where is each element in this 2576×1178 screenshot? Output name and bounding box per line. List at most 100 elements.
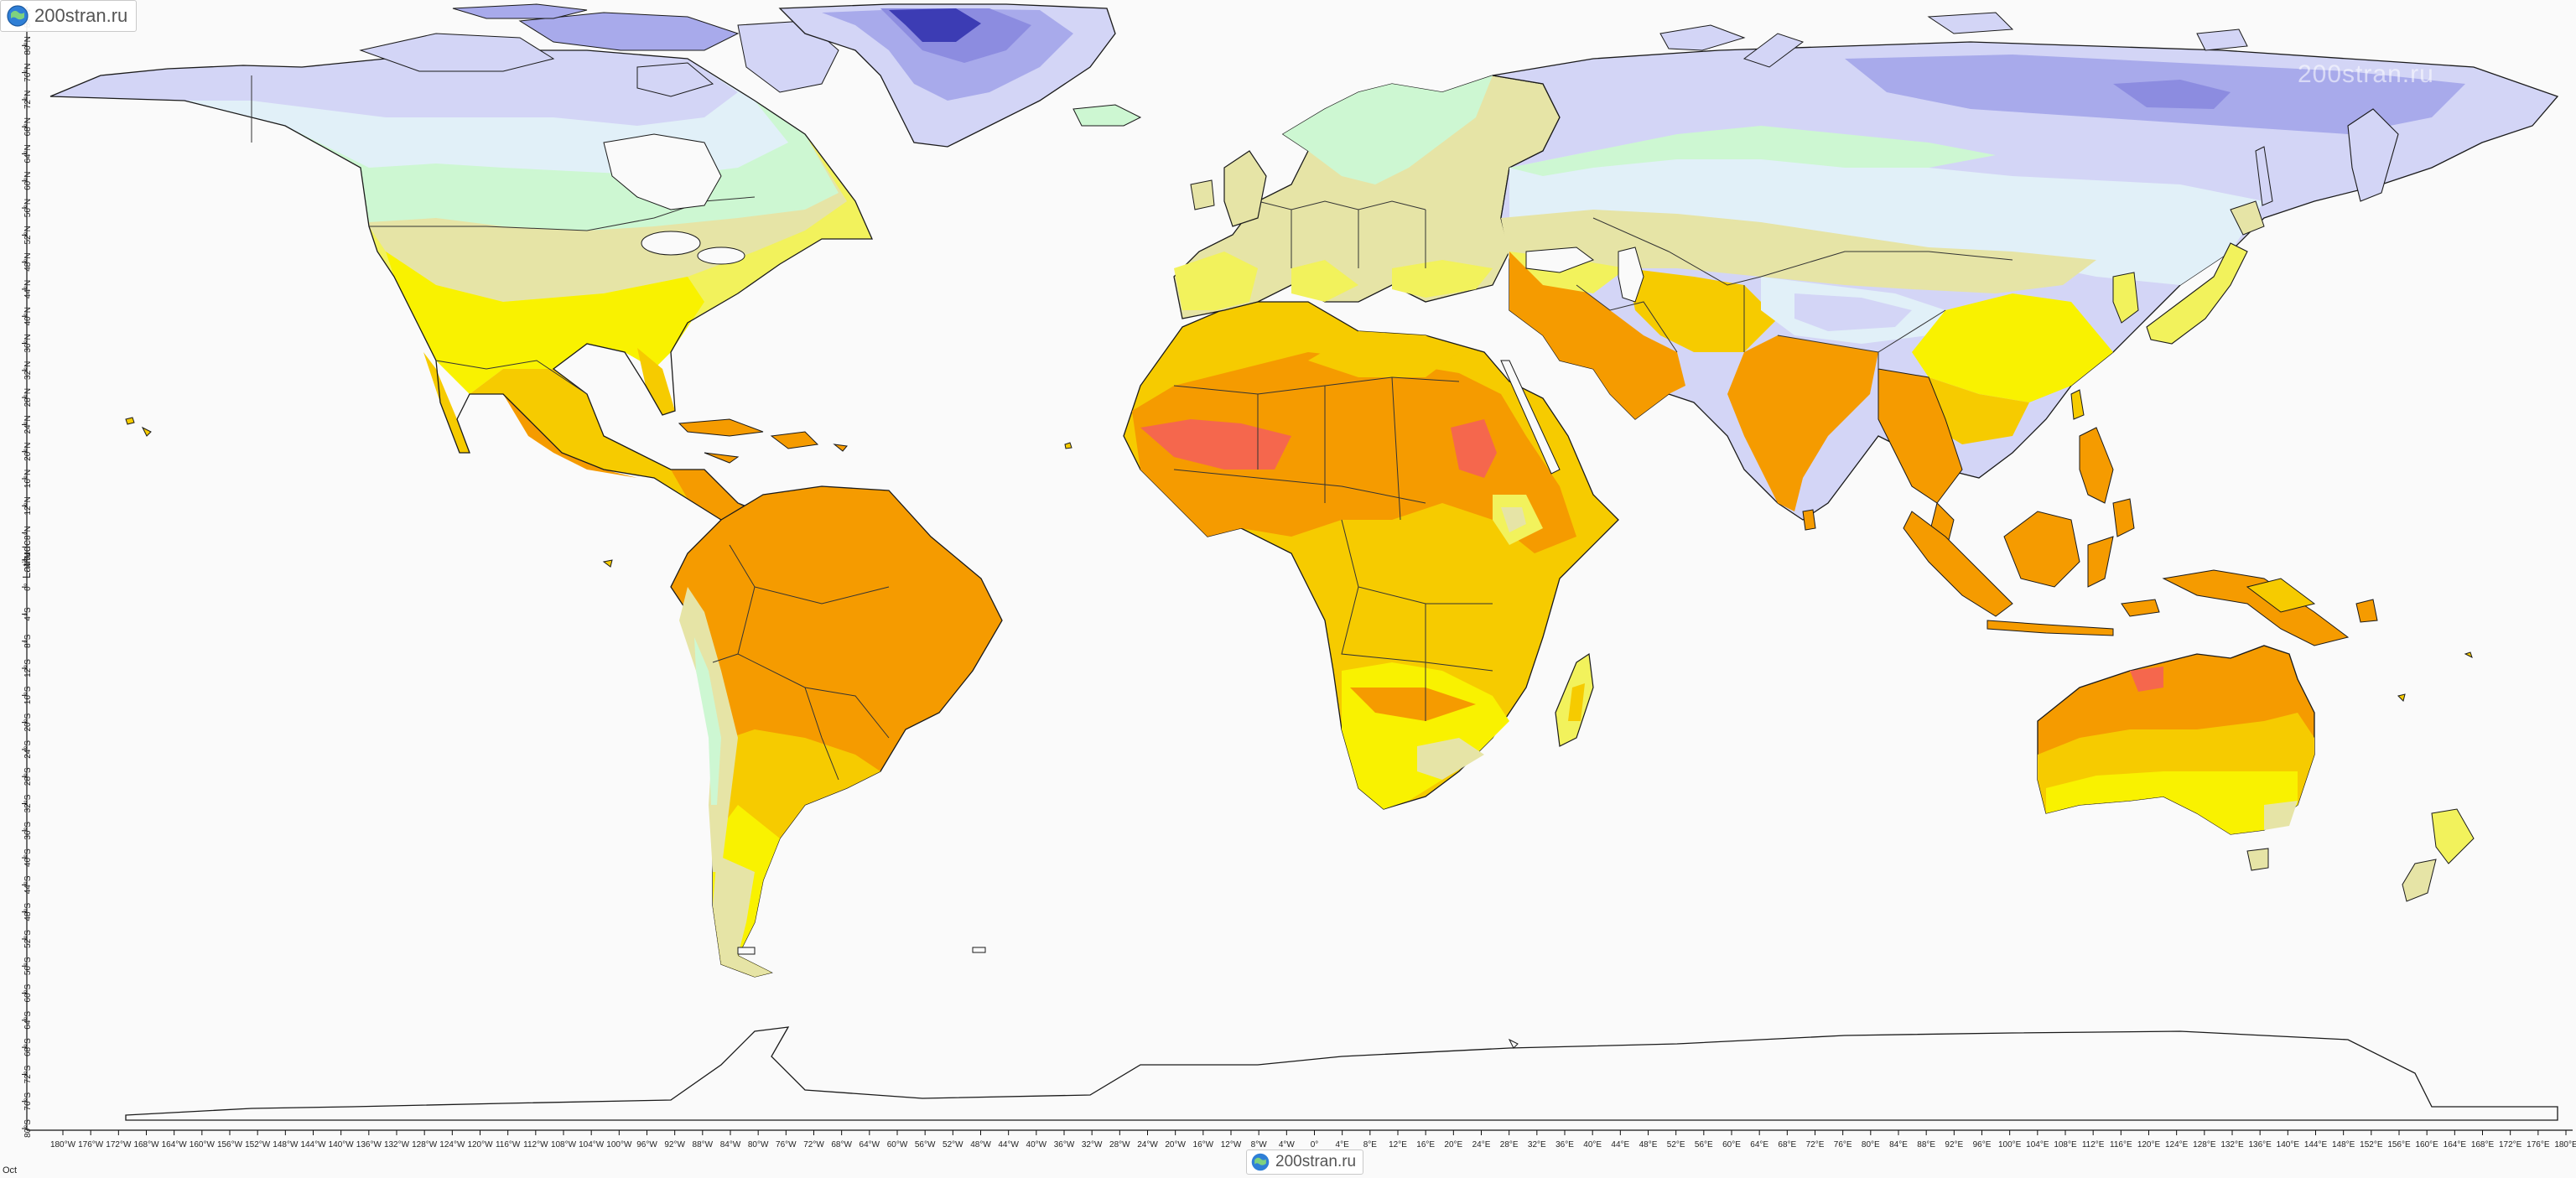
lon-tick-label: 80°E [1862,1140,1880,1149]
lon-tick-label: 172°W [106,1140,132,1149]
lat-tick-label: 12°N [23,496,33,515]
lat-tick-label: 36°S [23,822,33,840]
lon-tick-label: 120°E [2137,1140,2161,1149]
lon-tick-label: 164°E [2444,1140,2467,1149]
lon-tick-label: 144°E [2304,1140,2328,1149]
lon-tick-label: 112°W [523,1140,548,1149]
lon-tick-label: 56°E [1695,1140,1713,1149]
lat-tick-label: 56°N [23,199,33,217]
lat-tick-label: 20°S [23,713,33,731]
site-logo-label: 200stran.ru [34,5,128,26]
lat-tick-label: 16°S [23,686,33,704]
antarctica [125,1026,2558,1121]
south-america [670,485,1003,978]
lon-tick-label: 100°E [1998,1140,2022,1149]
globe-icon [7,5,29,27]
lat-tick-label: 4°N [23,553,33,567]
watermark-text: 200stran.ru [2298,60,2434,88]
lat-tick-label: 48°S [23,902,33,921]
lon-tick-label: 76°E [1834,1140,1852,1149]
lon-tick-label: 72°E [1806,1140,1825,1149]
site-footer-link[interactable]: 200stran.ru [1246,1149,1364,1175]
lat-tick-label: 72°S [23,1065,33,1083]
lon-tick-label: 40°E [1583,1140,1602,1149]
lat-tick-label: 28°N [23,388,33,407]
lon-tick-label: 52°E [1667,1140,1685,1149]
lon-tick-label: 156°W [217,1140,243,1149]
lon-tick-label: 176°W [78,1140,104,1149]
lat-tick-label: 36°N [23,334,33,352]
globe-icon [1251,1153,1270,1171]
lon-tick-label: 64°E [1750,1140,1768,1149]
lon-tick-label: 104°E [2026,1140,2049,1149]
lon-tick-label: 12°W [1221,1140,1242,1149]
lon-tick-label: 16°E [1416,1140,1435,1149]
lat-tick-label: 52°N [23,226,33,244]
lon-tick-label: 60°W [887,1140,908,1149]
lat-tick-label: 0° [23,583,33,591]
lon-tick-label: 104°W [579,1140,605,1149]
lon-tick-label: 132°W [384,1140,410,1149]
caribbean [678,418,848,464]
lat-tick-label: 44°S [23,875,33,894]
latitude-axis: 84°N80°N76°N72°N68°N64°N60°N56°N52°N48°N… [22,9,33,1138]
lon-tick-label: 164°W [162,1140,188,1149]
lon-tick-label: 24°E [1472,1140,1491,1149]
lon-tick-label: 172°E [2499,1140,2522,1149]
lon-tick-label: 108°E [2054,1140,2077,1149]
lon-tick-label: 32°W [1082,1140,1103,1149]
lon-tick-label: 16°W [1193,1140,1214,1149]
lon-tick-label: 20°E [1444,1140,1462,1149]
lon-tick-label: 124°W [439,1140,465,1149]
lon-tick-label: 180°E [2554,1140,2576,1149]
lon-tick-label: 136°W [356,1140,382,1149]
site-logo-link[interactable]: 200stran.ru [0,0,138,32]
maritime-southeast-asia [1903,511,2378,646]
lat-tick-label: 12°S [23,659,33,677]
lon-tick-label: 148°W [273,1140,299,1149]
lon-tick-label: 160°W [190,1140,216,1149]
arctic-russia-islands [1659,12,2248,68]
lon-tick-label: 84°E [1889,1140,1908,1149]
lon-tick-label: 20°W [1165,1140,1186,1149]
lon-tick-label: 140°E [2277,1140,2300,1149]
lat-tick-label: 68°S [23,1038,33,1056]
lat-tick-label: 40°N [23,307,33,325]
lat-tick-label: 28°S [23,767,33,786]
greenland [778,3,1142,148]
lon-tick-label: 120°W [467,1140,493,1149]
lon-tick-label: 36°E [1555,1140,1574,1149]
lat-tick-label: 60°N [23,172,33,190]
africa [1123,301,1619,810]
lon-tick-label: 48°W [970,1140,991,1149]
lon-tick-label: 76°W [776,1140,797,1149]
lon-tick-label: 92°E [1945,1140,1963,1149]
lon-tick-label: 40°W [1026,1140,1047,1149]
lon-tick-label: 84°W [720,1140,741,1149]
site-footer-label: 200stran.ru [1275,1153,1357,1170]
lon-tick-label: 124°E [2165,1140,2189,1149]
lon-tick-label: 68°W [831,1140,852,1149]
lat-tick-label: 4°S [23,607,33,621]
lat-tick-label: 68°N [23,117,33,136]
lon-tick-label: 108°W [551,1140,577,1149]
lon-tick-label: 128°E [2193,1140,2216,1149]
lon-tick-label: 68°E [1778,1140,1796,1149]
lon-tick-label: 4°E [1336,1140,1350,1149]
australia [2037,645,2315,871]
lon-tick-label: 132°E [2220,1140,2244,1149]
lon-tick-label: 96°E [1973,1140,1992,1149]
lon-tick-label: 116°E [2110,1140,2132,1149]
lon-tick-label: 88°E [1917,1140,1935,1149]
lon-tick-label: 80°W [748,1140,769,1149]
lon-tick-label: 24°W [1137,1140,1158,1149]
lon-tick-label: 52°W [943,1140,963,1149]
lon-tick-label: 128°W [412,1140,438,1149]
axis-frame: 180°W 176°W 172°W 168°W 164°W 160°W 156°W 152°W… [22,7,2576,1149]
new-zealand [2402,808,2475,902]
lon-tick-label: 136°E [2248,1140,2272,1149]
lon-tick-label: 48°E [1639,1140,1658,1149]
lat-tick-label: 76°S [23,1092,33,1110]
lat-tick-label: 44°N [23,280,33,298]
lon-tick-label: 0° [1311,1140,1319,1149]
